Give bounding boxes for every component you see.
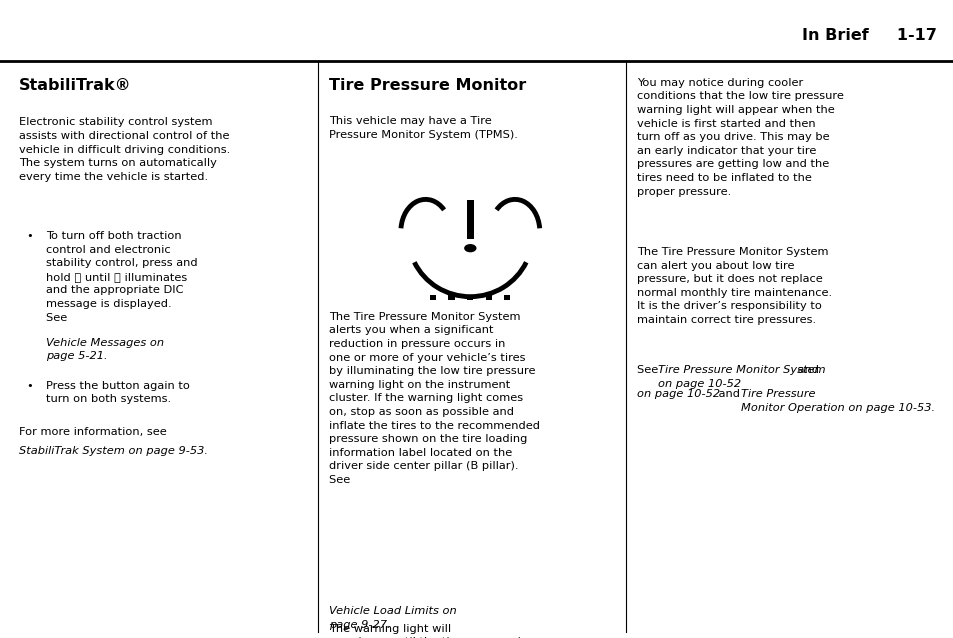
Text: This vehicle may have a Tire
Pressure Monitor System (TPMS).: This vehicle may have a Tire Pressure Mo… [329, 116, 517, 140]
Text: See: See [637, 365, 661, 375]
Text: The Tire Pressure Monitor System
can alert you about low tire
pressure, but it d: The Tire Pressure Monitor System can ale… [637, 247, 832, 325]
Text: The warning light will
remain on until the tire pressure is
corrected.: The warning light will remain on until t… [329, 624, 526, 638]
Text: In Brief     1-17: In Brief 1-17 [801, 27, 936, 43]
Text: StabiliTrak®: StabiliTrak® [19, 78, 132, 93]
Text: Tire Pressure Monitor: Tire Pressure Monitor [329, 78, 526, 93]
Text: Press the button again to
turn on both systems.: Press the button again to turn on both s… [46, 381, 190, 404]
Text: Electronic stability control system
assists with directional control of the
vehi: Electronic stability control system assi… [19, 117, 230, 182]
Text: StabiliTrak System on page 9-53.: StabiliTrak System on page 9-53. [19, 446, 208, 456]
Text: and: and [793, 365, 821, 375]
Text: To turn off both traction
control and electronic
stability control, press and
ho: To turn off both traction control and el… [46, 231, 197, 323]
Text: Tire Pressure Monitor System
on page 10-52: Tire Pressure Monitor System on page 10-… [658, 365, 825, 389]
Circle shape [463, 244, 476, 253]
Text: Tire Pressure
Monitor Operation on page 10-53.: Tire Pressure Monitor Operation on page … [740, 389, 934, 413]
Text: •: • [27, 381, 33, 391]
Text: •: • [27, 231, 33, 241]
Text: For more information, see: For more information, see [19, 427, 167, 437]
Text: Vehicle Messages on
page 5-21.: Vehicle Messages on page 5-21. [46, 338, 164, 361]
FancyBboxPatch shape [448, 295, 454, 300]
FancyBboxPatch shape [466, 295, 473, 300]
FancyBboxPatch shape [429, 295, 436, 300]
FancyBboxPatch shape [466, 200, 474, 239]
Text: and: and [715, 389, 743, 399]
FancyBboxPatch shape [485, 295, 491, 300]
Text: Vehicle Load Limits on
page 9-27.: Vehicle Load Limits on page 9-27. [329, 606, 456, 630]
FancyBboxPatch shape [503, 295, 510, 300]
Text: The Tire Pressure Monitor System
alerts you when a significant
reduction in pres: The Tire Pressure Monitor System alerts … [329, 312, 539, 485]
Text: You may notice during cooler
conditions that the low tire pressure
warning light: You may notice during cooler conditions … [637, 78, 843, 197]
Text: on page 10-52: on page 10-52 [637, 389, 720, 399]
